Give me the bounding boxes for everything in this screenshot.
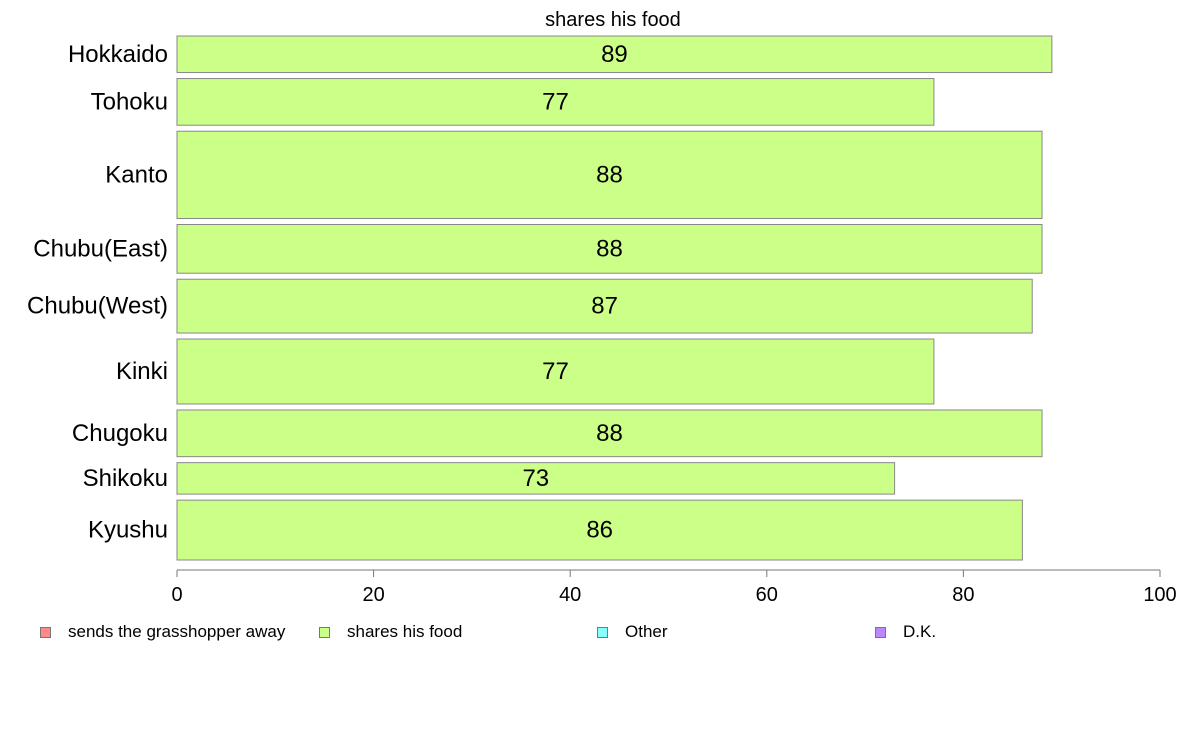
bar-chubu-east xyxy=(176,224,1043,274)
bar-chugoku xyxy=(176,409,1043,458)
bar-kyushu xyxy=(176,499,1023,561)
category-label: Kyushu xyxy=(88,517,168,544)
legend: sends the grasshopper away shares his fo… xyxy=(0,622,1188,646)
bar-value-label: 77 xyxy=(542,358,569,385)
bar-chubu-west xyxy=(176,278,1033,334)
bar-kinki xyxy=(176,338,935,405)
x-tick-label: 20 xyxy=(362,584,384,606)
bar-value-label: 88 xyxy=(596,161,623,188)
bar-value-label: 73 xyxy=(522,465,549,492)
bar-hokkaido xyxy=(176,35,1053,74)
legend-label: sends the grasshopper away xyxy=(68,622,286,641)
bar-value-label: 77 xyxy=(542,88,569,115)
bar-value-label: 86 xyxy=(586,517,613,544)
bars-group: 89 Hokkaido 77 Tohoku 88 Kanto 88 Chubu(East) 87… xyxy=(27,35,1053,561)
bar-value-label: 88 xyxy=(596,420,623,447)
x-tick-label: 60 xyxy=(756,584,778,606)
x-tick-label: 40 xyxy=(559,584,581,606)
legend-item-sends-away: sends the grasshopper away xyxy=(40,622,285,642)
category-label: Shikoku xyxy=(83,465,168,492)
bar-value-label: 87 xyxy=(591,293,618,320)
bar-shikoku xyxy=(176,462,896,495)
x-tick-label: 80 xyxy=(952,584,974,606)
legend-item-shares-food: shares his food xyxy=(319,622,462,642)
bar-kanto xyxy=(176,130,1043,220)
category-label: Kanto xyxy=(105,161,168,188)
legend-swatch xyxy=(40,626,51,638)
bar-chart: shares his food 89 Hokkaido 77 Tohoku 88 Kant… xyxy=(27,9,1177,606)
x-axis: 0 20 40 60 80 100 xyxy=(171,569,1177,606)
category-label: Chubu(East) xyxy=(33,235,168,262)
category-label: Hokkaido xyxy=(68,41,168,68)
bar-value-label: 89 xyxy=(601,41,628,68)
category-label: Chugoku xyxy=(72,420,168,447)
legend-swatch xyxy=(875,626,886,638)
x-tick-label: 100 xyxy=(1143,584,1176,606)
legend-swatch xyxy=(597,626,608,638)
category-label: Kinki xyxy=(116,358,168,385)
legend-item-dk: D.K. xyxy=(875,622,936,642)
bar-tohoku xyxy=(176,78,935,126)
legend-label: shares his food xyxy=(347,622,463,641)
chart-title: shares his food xyxy=(545,9,681,31)
category-label: Tohoku xyxy=(91,88,168,115)
legend-label: D.K. xyxy=(903,622,937,641)
legend-label: Other xyxy=(625,622,668,641)
legend-swatch xyxy=(319,626,330,638)
bar-value-label: 88 xyxy=(596,235,623,262)
category-label: Chubu(West) xyxy=(27,293,168,320)
legend-item-other: Other xyxy=(597,622,668,642)
x-tick-label: 0 xyxy=(171,584,182,606)
